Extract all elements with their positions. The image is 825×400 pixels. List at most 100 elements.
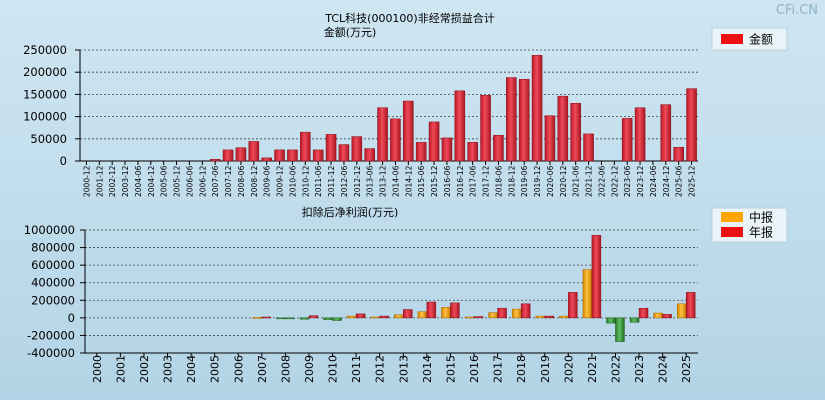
chart1-xtick-label: 2020-06 (546, 165, 555, 197)
chart2-bar-年报 (261, 316, 272, 319)
chart1-xtick-label: 2004-12 (147, 165, 156, 197)
legend-swatch-中报 (721, 212, 743, 222)
chart2-bar-中报 (276, 317, 286, 320)
chart1-xtick-label: 2025-06 (675, 165, 684, 197)
chart2-bar-中报 (252, 317, 263, 319)
chart2-xtick-label: 2009 (303, 355, 316, 383)
chart1-bar (506, 77, 517, 162)
chart2-xtick-label: 2004 (185, 355, 198, 383)
legend-label-中报: 中报 (749, 210, 773, 225)
chart2-bar-中报 (441, 307, 451, 319)
chart1-xtick-label: 2016-06 (443, 165, 452, 197)
chart2-title: 扣除后净利润(万元) (302, 205, 399, 219)
watermark: CFi.CN (776, 3, 818, 18)
legend-label-金额: 金额 (749, 32, 773, 47)
chart2-bar-年报 (638, 307, 649, 319)
chart1-xtick-label: 2024-12 (662, 165, 671, 197)
chart2-ytick-label: 200000 (31, 293, 75, 307)
chart1-bar (403, 100, 414, 162)
chart1-xtick-label: 2022-12 (610, 165, 619, 197)
chart2-xtick-label: 2025 (680, 355, 693, 383)
chart2-bar-中报 (323, 317, 333, 320)
chart1-bar (364, 148, 375, 162)
chart1-xtick-label: 2016-12 (456, 165, 465, 197)
chart1-bar (480, 95, 491, 162)
chart2-bar-中报 (606, 317, 616, 324)
chart2-bar-年报 (568, 292, 578, 319)
chart1-xtick-label: 2006-12 (198, 165, 207, 197)
chart1-xtick-label: 2005-12 (173, 165, 182, 197)
chart2-xtick-label: 2010 (327, 355, 340, 383)
chart1-bar (261, 157, 272, 162)
chart1-xtick-label: 2014-12 (404, 165, 413, 197)
chart1-xtick-label: 2010-12 (301, 165, 310, 197)
chart2-bar-年报 (403, 309, 413, 319)
chart2-xtick-label: 2015 (444, 355, 457, 383)
chart1-bar (518, 79, 530, 162)
legend-label-年报: 年报 (749, 225, 773, 240)
chart1-xtick-label: 2004-06 (134, 165, 143, 197)
chart1-bar (351, 136, 363, 162)
chart1-ytick-label: 250000 (23, 43, 67, 57)
chart2-bar-中报 (535, 315, 546, 319)
chart2-bar-年报 (544, 315, 554, 319)
chart2-bar-中报 (346, 315, 357, 319)
chart1-xtick-label: 2015-12 (430, 165, 439, 197)
chart2-bar-年报 (426, 301, 437, 319)
chart2-bar-年报 (497, 307, 507, 319)
chart2-bar-中报 (677, 303, 687, 319)
chart1-xtick-label: 2022-06 (597, 165, 606, 197)
chart2-bar-年报 (685, 292, 696, 319)
chart2-ytick-label: 600000 (31, 258, 75, 272)
chart2-bar-中报 (559, 315, 569, 319)
legend-swatch-金额 (721, 34, 743, 44)
chart2-xtick-label: 2013 (397, 355, 410, 383)
chart2-xtick-label: 2020 (562, 355, 575, 383)
chart1-bar (312, 149, 324, 162)
chart1-bar (325, 134, 337, 162)
chart2-bar-年报 (591, 235, 602, 319)
chart2-bar-中报 (299, 317, 310, 320)
chart1-bar (274, 149, 285, 162)
chart1-xtick-label: 2014-06 (391, 165, 400, 197)
chart2-bar-中报 (629, 317, 640, 323)
chart1-ytick-label: 200000 (23, 65, 67, 79)
chart1-ylabel: 金额(万元) (324, 25, 377, 39)
chart1-xtick-label: 2005-06 (160, 165, 169, 197)
chart1-xtick-label: 2017-12 (482, 165, 491, 197)
chart1-bar (570, 103, 581, 162)
chart1-xtick-label: 2009-12 (276, 165, 285, 197)
chart1-xtick-label: 2013-06 (366, 165, 375, 197)
legend-swatch-年报 (721, 227, 743, 237)
chart2-bar-年报 (332, 317, 342, 321)
chart1-bar (441, 137, 453, 162)
chart1-bar (235, 147, 247, 162)
chart1-bar (660, 104, 672, 162)
chart1-xtick-label: 2003-12 (121, 165, 130, 197)
chart1-bar (634, 107, 646, 162)
chart2-bar-中报 (370, 316, 380, 319)
chart2-bar-中报 (488, 312, 498, 319)
chart1-bar (209, 158, 221, 162)
chart1-xtick-label: 2020-12 (559, 165, 568, 197)
chart1-xtick-label: 2019-06 (520, 165, 529, 197)
chart2-xtick-label: 2011 (350, 355, 363, 383)
chart2-ytick-label: 800000 (31, 241, 75, 255)
chart1-ytick-label: 0 (60, 154, 67, 168)
chart1-bar (531, 55, 543, 162)
chart1-xtick-label: 2017-06 (469, 165, 478, 197)
chart2-xtick-label: 2021 (586, 355, 599, 383)
chart2-bar-年报 (379, 315, 389, 319)
chart2-ytick-label: 400000 (31, 276, 75, 290)
chart2-xtick-label: 2005 (209, 355, 222, 383)
chart1-xtick-label: 2009-06 (263, 165, 272, 197)
chart2-bar-中报 (653, 312, 663, 319)
chart2-xtick-label: 2008 (279, 355, 292, 383)
chart1-bar (583, 133, 594, 162)
chart1-xtick-label: 2006-06 (185, 165, 194, 197)
chart2-ytick-label: 1000000 (24, 223, 75, 237)
chart2-xtick-label: 2001 (114, 355, 127, 383)
chart1-bar (377, 107, 388, 162)
chart2-bar-年报 (520, 303, 531, 319)
